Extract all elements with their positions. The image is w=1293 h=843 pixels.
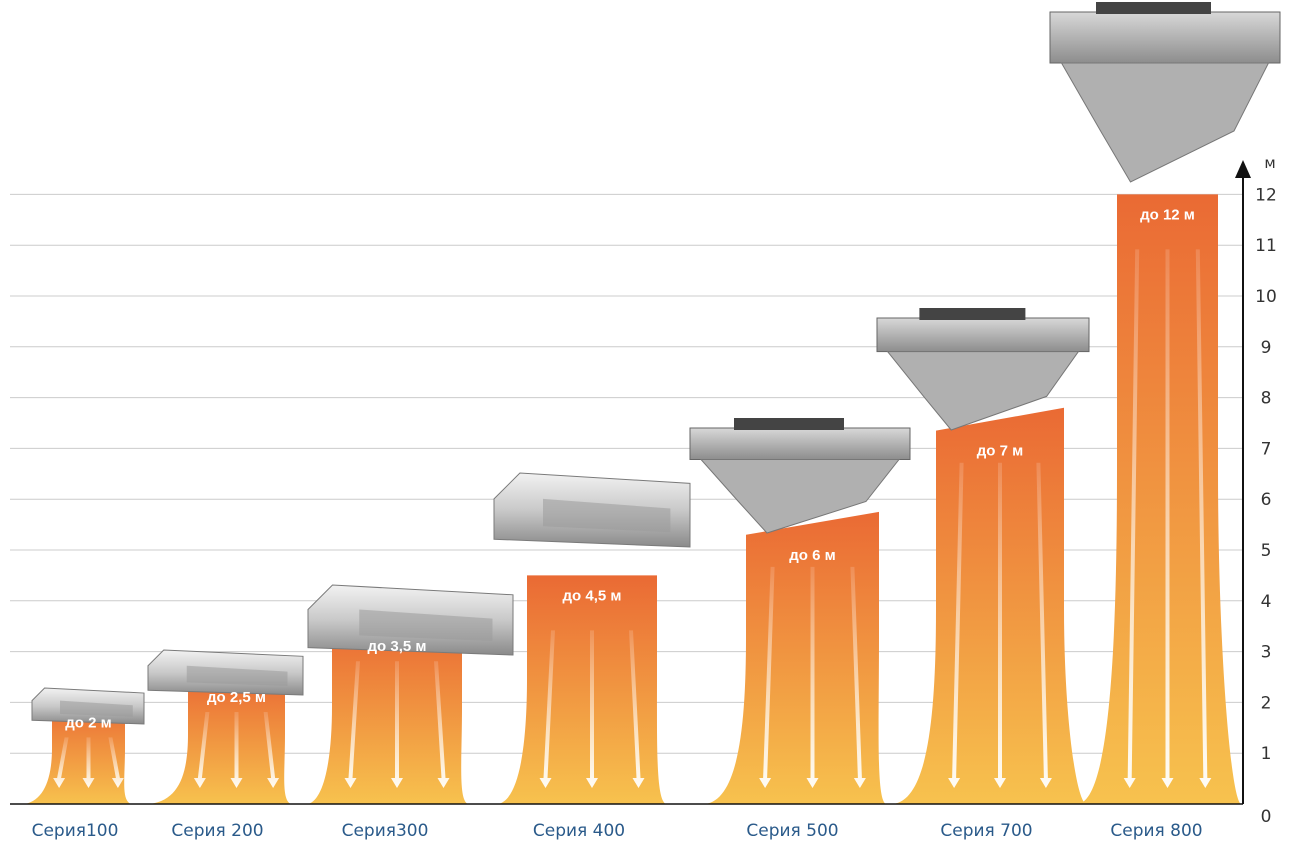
product-icons-layer bbox=[31, 2, 1281, 725]
down-arrow-icon bbox=[629, 630, 645, 788]
data-label: до 4,5 м bbox=[563, 587, 622, 604]
unit-grille bbox=[60, 700, 133, 717]
air-flow-bar bbox=[705, 511, 886, 804]
labels-layer: до 2 м Серия100 до 2,5 м Серия 200 до 3,5 м С… bbox=[32, 206, 1203, 841]
down-arrow-icon bbox=[1161, 249, 1174, 788]
down-arrow-icon bbox=[391, 661, 403, 788]
down-arrow-icon bbox=[82, 737, 95, 788]
industrial-air-curtain-icon bbox=[689, 418, 911, 534]
air-flow-bar bbox=[893, 407, 1086, 804]
y-tick-label: 3 bbox=[1261, 643, 1272, 663]
y-tick-label: 2 bbox=[1261, 693, 1272, 713]
air-flow-bar bbox=[25, 702, 131, 804]
category-label: Серия 500 bbox=[746, 821, 838, 841]
industrial-air-curtain-icon bbox=[876, 308, 1090, 431]
y-tick-label: 0 bbox=[1261, 807, 1272, 827]
unit-top bbox=[1049, 11, 1281, 64]
unit-fans bbox=[1096, 2, 1211, 14]
data-label: до 7 м bbox=[977, 443, 1023, 460]
air-curtain-icon bbox=[307, 584, 514, 656]
unit-nozzle bbox=[1060, 62, 1270, 183]
y-tick-label: 10 bbox=[1255, 287, 1277, 307]
unit-grille bbox=[359, 609, 493, 641]
down-arrow-icon bbox=[850, 566, 866, 788]
down-arrow-icon bbox=[263, 712, 280, 788]
data-label: до 2,5 м bbox=[207, 689, 266, 706]
down-arrow-icon bbox=[344, 661, 360, 788]
down-arrow-icon bbox=[586, 630, 598, 788]
air-flow-bar bbox=[308, 626, 468, 804]
unit-grille bbox=[186, 665, 288, 686]
category-label: Серия 700 bbox=[940, 821, 1032, 841]
unit-top bbox=[689, 427, 911, 460]
category-label: Серия100 bbox=[32, 821, 119, 841]
category-label: Серия 200 bbox=[171, 821, 263, 841]
down-arrow-icon bbox=[108, 737, 124, 788]
unit-grille bbox=[543, 498, 671, 533]
down-arrow-icon bbox=[1195, 249, 1212, 788]
data-label: до 12 м bbox=[1140, 206, 1195, 223]
y-axis-unit-label: м bbox=[1264, 154, 1275, 172]
down-arrow-icon bbox=[230, 712, 243, 788]
y-tick-label: 6 bbox=[1261, 490, 1272, 510]
y-tick-label: 1 bbox=[1261, 744, 1272, 764]
air-curtain-icon bbox=[493, 472, 691, 548]
down-arrow-icon bbox=[193, 712, 210, 788]
y-tick-label: 8 bbox=[1261, 389, 1272, 409]
category-label: Серия 800 bbox=[1110, 821, 1202, 841]
down-arrow-icon bbox=[1123, 249, 1140, 788]
down-arrow-icon bbox=[53, 737, 69, 788]
unit-nozzle bbox=[886, 351, 1080, 431]
industrial-air-curtain-icon bbox=[1049, 2, 1281, 183]
y-tick-label: 9 bbox=[1261, 338, 1272, 358]
data-label: до 3,5 м bbox=[368, 638, 427, 655]
data-label: до 2 м bbox=[65, 714, 111, 731]
down-arrow-icon bbox=[539, 630, 555, 788]
data-label: до 6 м bbox=[789, 547, 835, 564]
unit-fans bbox=[919, 308, 1026, 320]
y-tick-label: 5 bbox=[1261, 541, 1272, 561]
down-arrow-icon bbox=[1036, 462, 1052, 788]
air-flow-bar bbox=[498, 575, 666, 804]
down-arrow-icon bbox=[994, 462, 1006, 788]
category-label: Серия 400 bbox=[533, 821, 625, 841]
unit-top bbox=[876, 317, 1090, 353]
y-tick-label: 7 bbox=[1261, 439, 1272, 459]
air-flow-bar bbox=[150, 677, 291, 804]
bars-layer bbox=[25, 194, 1241, 804]
unit-nozzle bbox=[699, 459, 901, 534]
air-curtain-icon bbox=[31, 687, 145, 725]
down-arrow-icon bbox=[759, 566, 775, 788]
axis-arrow-icon bbox=[1235, 160, 1251, 178]
y-tick-label: 12 bbox=[1255, 185, 1277, 205]
category-label: Серия300 bbox=[342, 821, 429, 841]
y-tick-label: 4 bbox=[1261, 592, 1272, 612]
down-arrow-icon bbox=[434, 661, 450, 788]
y-tick-label: 11 bbox=[1255, 236, 1277, 256]
down-arrow-icon bbox=[806, 566, 819, 788]
unit-fans bbox=[734, 418, 844, 430]
down-arrow-icon bbox=[948, 462, 964, 788]
air-curtain-icon bbox=[147, 649, 304, 696]
